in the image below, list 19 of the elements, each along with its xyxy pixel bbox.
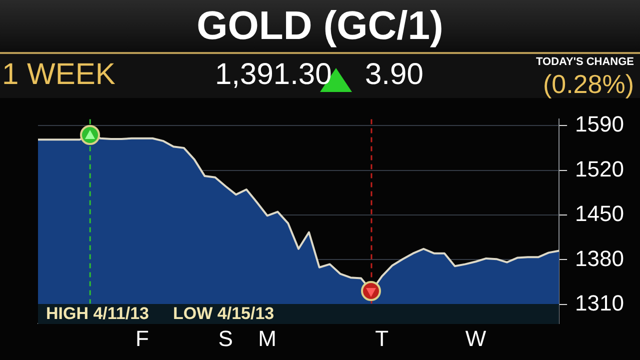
text: 3.90: [365, 58, 424, 92]
y-tick-label: 1450: [575, 201, 624, 226]
text: TODAY'S CHANGE: [536, 56, 634, 68]
y-tick-label: 1590: [575, 112, 624, 137]
chart-title: GOLD (GC/1): [0, 0, 640, 54]
caption-panel: HIGH 4/11/13 LOW 4/15/13: [38, 304, 560, 324]
x-tick-label: T: [375, 326, 389, 351]
chart-subtitle: 1 WEEK: [2, 58, 116, 92]
y-tick-label: 1520: [575, 156, 624, 182]
x-tick-label: W: [465, 326, 486, 351]
y-tick-label: 1380: [575, 246, 624, 271]
annotation: HIGH 4/11/13: [46, 304, 150, 323]
annotation: LOW 4/15/13: [173, 304, 274, 323]
x-tick-label: M: [258, 326, 276, 351]
x-tick-label: S: [218, 326, 233, 351]
x-tick-label: F: [135, 326, 149, 351]
text: 1,391.30: [215, 58, 332, 92]
y-tick-label: 1310: [575, 290, 624, 316]
text: (0.28%): [542, 69, 634, 100]
